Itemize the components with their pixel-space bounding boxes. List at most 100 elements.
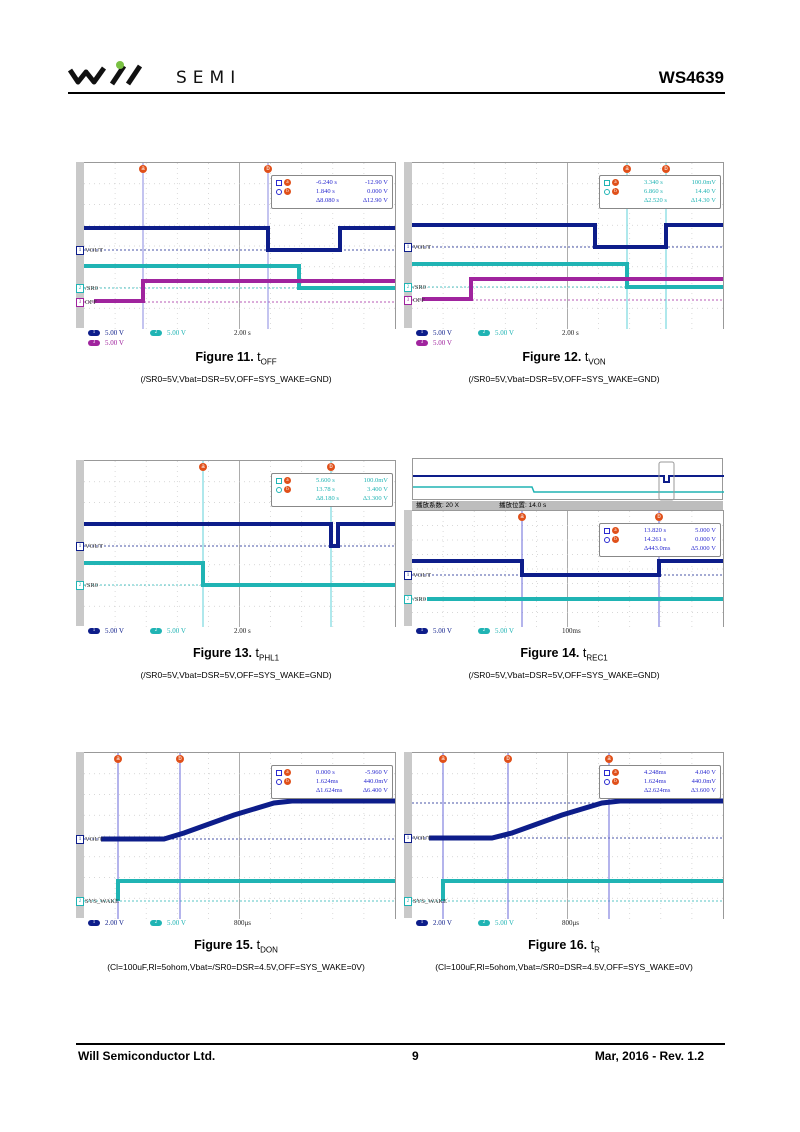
- circle-cursor-icon: [276, 188, 282, 195]
- channel-scale[interactable]: 2 5.00 V: [478, 627, 514, 635]
- channel-marker[interactable]: 1 VOUT: [404, 833, 432, 843]
- channel-scale[interactable]: 2 5.00 V: [478, 329, 514, 337]
- cursor-b-time: 14.261 s: [644, 536, 667, 543]
- channel-scale[interactable]: 2 5.00 V: [150, 919, 186, 927]
- scope-side-bar: [404, 510, 412, 626]
- channel-badge: 2: [150, 330, 162, 336]
- scope-traces: [412, 511, 723, 627]
- channel-scale[interactable]: 1 5.00 V: [416, 329, 452, 337]
- channel-label: VOUT: [85, 246, 104, 254]
- channel-marker[interactable]: 1 VOUT: [404, 570, 431, 580]
- channel-number: 1: [404, 570, 412, 580]
- channel-scale[interactable]: 2 5.00 V: [478, 919, 514, 927]
- cursor-b-value: 440.0mV: [363, 778, 388, 785]
- cursor-badge[interactable]: b: [662, 165, 670, 173]
- channel-label: OFF: [413, 296, 425, 304]
- cursor-badge[interactable]: b: [176, 755, 184, 763]
- cursor-b-value: 3.400 V: [367, 486, 388, 493]
- channel-badge: 1: [88, 920, 100, 926]
- channel-scale[interactable]: 1 2.00 V: [416, 919, 452, 927]
- channel-badge: 2: [478, 920, 490, 926]
- figure-symbol: t: [582, 646, 587, 660]
- timebase[interactable]: 2.00 s: [234, 627, 251, 635]
- channel-scale[interactable]: 2 5.00 V: [150, 627, 186, 635]
- figure-caption: Figure 15. tDON: [76, 938, 396, 955]
- channel-marker[interactable]: 2/SR0: [76, 580, 99, 590]
- overview-strip: [412, 458, 724, 501]
- cursor-badge[interactable]: a: [139, 165, 147, 173]
- cursor-badge[interactable]: a: [199, 463, 207, 471]
- cursor-badge[interactable]: a: [623, 165, 631, 173]
- channel-number: 2: [76, 580, 84, 590]
- timebase[interactable]: 100ms: [562, 627, 581, 635]
- cursor-a-value: 4.040 V: [695, 769, 716, 776]
- timebase[interactable]: 800μs: [234, 919, 251, 927]
- figure-caption: Figure 12. tVON: [404, 350, 724, 367]
- cursor-badge[interactable]: a: [518, 513, 526, 521]
- channel-marker[interactable]: 1 VOUT: [404, 242, 431, 252]
- cursor-a-time: 3.340 s: [644, 179, 663, 186]
- channel-scale-value: 5.00 V: [167, 919, 186, 927]
- channel-marker[interactable]: 2/SR0: [76, 283, 98, 293]
- oscilloscope-capture: 1 VOUT 2/SR0 3 OFF a b a -6.240 s -12.90 V b 1.84…: [76, 162, 396, 348]
- channel-marker[interactable]: 2/SR0: [404, 282, 426, 292]
- cursor-delta-time: Δ2.624ms: [644, 787, 671, 794]
- cursor-a-badge: a: [284, 769, 291, 776]
- channel-marker[interactable]: 3 OFF: [76, 297, 97, 307]
- figure-number: Figure 11.: [195, 350, 254, 364]
- square-cursor-icon: [604, 527, 610, 534]
- trace-ch1: [412, 223, 723, 249]
- channel-badge: 1: [416, 628, 428, 634]
- channel-scale[interactable]: 2 5.00 V: [150, 329, 186, 337]
- cursor-delta-value: Δ12.90 V: [362, 197, 388, 204]
- cursor-badge[interactable]: a: [439, 755, 447, 763]
- cursor-badge[interactable]: a: [114, 755, 122, 763]
- channel-scale-value: 2.00 V: [105, 919, 124, 927]
- overview-trace-ch2: [413, 486, 724, 493]
- channel-marker[interactable]: 3 OFF: [404, 295, 425, 305]
- timebase[interactable]: 2.00 s: [234, 329, 251, 337]
- channel-number: 2: [404, 896, 412, 906]
- zoom-factor: 播放系数: 20 X: [416, 502, 459, 509]
- channel-marker[interactable]: 2 SYS_WAKE: [404, 896, 447, 906]
- channel-scale[interactable]: 1 5.00 V: [88, 329, 124, 337]
- cursor-b-badge: b: [612, 778, 619, 785]
- channel-label: /SR0: [85, 581, 99, 589]
- cursor-delta-time: Δ1.624ms: [316, 787, 343, 794]
- figure-number: Figure 14.: [520, 646, 580, 660]
- channel-scale[interactable]: 1 5.00 V: [88, 627, 124, 635]
- channel-scale[interactable]: 1 5.00 V: [416, 627, 452, 635]
- channel-scale[interactable]: 3 5.00 V: [416, 339, 452, 347]
- timebase[interactable]: 800μs: [562, 919, 579, 927]
- channel-marker[interactable]: 1 VOUT: [76, 834, 103, 844]
- cursor-badge[interactable]: b: [264, 165, 272, 173]
- channel-label: SYS_WAKE: [413, 897, 447, 905]
- overview-trace-ch1: [413, 475, 724, 483]
- figure-symbol: t: [256, 938, 261, 952]
- timebase[interactable]: 2.00 s: [562, 329, 579, 337]
- channel-scale[interactable]: 1 2.00 V: [88, 919, 124, 927]
- channel-badge: 3: [88, 340, 100, 346]
- cursor-badge[interactable]: a: [605, 755, 613, 763]
- trace-ch1: [84, 522, 395, 548]
- cursor-badge[interactable]: b: [655, 513, 663, 521]
- channel-label: VOUT: [413, 834, 432, 842]
- figure-subscript: OFF: [260, 357, 277, 367]
- channel-scale[interactable]: 3 5.00 V: [88, 339, 124, 347]
- figure-subscript: PHL1: [259, 653, 280, 663]
- header-rule: [68, 92, 725, 94]
- channel-marker[interactable]: 1 VOUT: [76, 245, 104, 255]
- channel-marker[interactable]: 1 VOUT: [76, 541, 104, 551]
- trace-ch1: [429, 798, 723, 841]
- figure-number: Figure 13.: [192, 646, 253, 660]
- channel-badge: 2: [150, 920, 162, 926]
- channel-label: VOUT: [85, 542, 104, 550]
- channel-badge: 3: [416, 340, 428, 346]
- channel-number: 2: [76, 896, 84, 906]
- cursor-badge[interactable]: b: [327, 463, 335, 471]
- figure-subscript: VON: [588, 357, 606, 367]
- channel-marker[interactable]: 2 SYS_WAKE: [76, 896, 119, 906]
- cursor-badge[interactable]: b: [504, 755, 512, 763]
- scope-plot: 1 VOUT 2 SYS_WAKE a b a 0.000 s -5.960 V b 1.624…: [76, 752, 396, 919]
- channel-marker[interactable]: 2/SR0: [404, 594, 426, 604]
